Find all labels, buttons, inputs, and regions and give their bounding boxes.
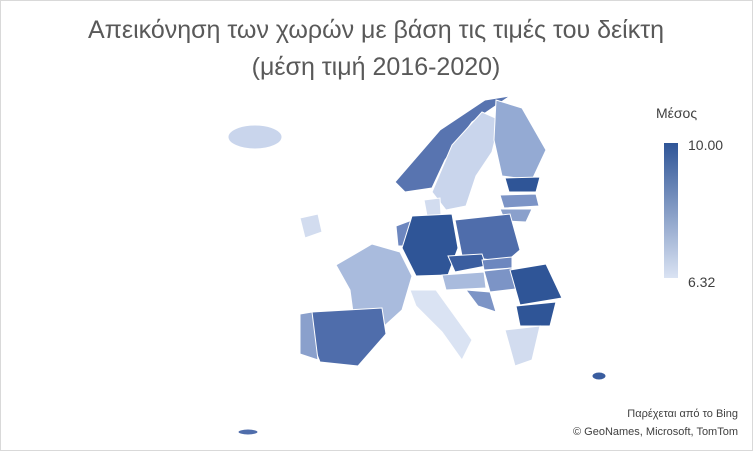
country: [454, 213, 521, 263]
country: [409, 289, 473, 361]
country: [227, 124, 283, 150]
country: [515, 301, 557, 327]
attribution: Παρέχεται από το Bing: [627, 408, 738, 420]
country: [299, 213, 323, 239]
title-line: (μέση τιμή 2016-2020): [252, 53, 501, 81]
country: [237, 428, 259, 436]
country: [335, 243, 413, 331]
color-scale: [664, 143, 678, 278]
legend-max: 10.00: [688, 137, 723, 153]
country: [591, 371, 607, 381]
country: [464, 289, 497, 313]
legend-title: Μέσος: [656, 105, 697, 121]
country: [504, 325, 541, 367]
legend-min: 6.32: [688, 274, 715, 290]
country: [499, 193, 540, 209]
country: [299, 311, 319, 361]
country: [509, 263, 563, 306]
country: [441, 271, 487, 291]
country: [423, 197, 442, 217]
attribution: © GeoNames, Microsoft, TomTom: [573, 426, 738, 438]
country: [504, 176, 541, 193]
country: [431, 111, 501, 211]
title-line: Απεικόνηση των χωρών με βάση τις τιμές τ…: [88, 16, 664, 44]
map: [227, 95, 607, 436]
